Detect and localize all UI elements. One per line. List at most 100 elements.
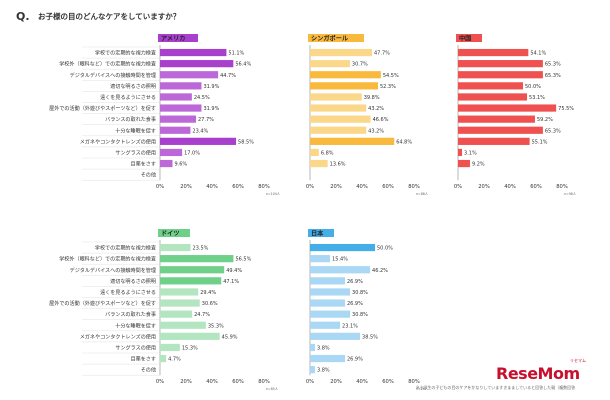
category-label: 目薬をさす [131, 356, 156, 363]
data-label: 65.3% [545, 73, 561, 79]
bar [458, 104, 557, 112]
x-tick-label: 80% [258, 184, 270, 190]
category-label: 目薬をさす [131, 161, 156, 168]
chart-title: シンガポール [311, 34, 349, 42]
data-label: 43.2% [368, 128, 384, 134]
data-label: 31.9% [203, 84, 219, 90]
data-label: 64.8% [396, 139, 412, 145]
bar [310, 126, 367, 134]
x-tick-label: 0% [156, 379, 164, 385]
data-label: 43.2% [368, 106, 384, 112]
bar [160, 266, 225, 274]
question: Q. お子様の目のどんなケアをしていますか？ [16, 10, 596, 26]
bar [458, 137, 530, 145]
data-label: 23.4% [192, 128, 208, 134]
x-tick-label: 40% [504, 184, 516, 190]
data-label: 27.7% [198, 117, 214, 123]
question-text: お子様の目のどんなケアをしていますか？ [38, 12, 181, 21]
category-label: 適切な明るさの照明 [110, 83, 156, 90]
bar [160, 277, 222, 285]
data-label: 13.6% [330, 162, 346, 168]
chart-title: 日本 [311, 229, 324, 237]
category-label: 学校外（眼科など）での定期的な視力検査 [59, 256, 156, 263]
data-label: 58.5% [238, 139, 254, 145]
data-label: 45.9% [222, 334, 238, 340]
data-label: 30.6% [202, 301, 218, 307]
data-label: 50.0% [525, 84, 541, 90]
bar [160, 255, 234, 263]
bar [310, 93, 362, 101]
data-label: 24.7% [194, 312, 210, 318]
x-tick-label: 0% [454, 184, 462, 190]
x-tick-label: 60% [382, 379, 394, 385]
sample-size-label: n=26人 [416, 387, 429, 391]
data-label: 44.7% [220, 73, 236, 79]
bar [310, 104, 367, 112]
category-label: バランスの取れた食事 [105, 116, 156, 123]
chart-title: ドイツ [161, 230, 180, 237]
category-label: メガネやコンタクトレンズの使用 [80, 333, 156, 340]
category-label: バランスの取れた食事 [105, 311, 156, 318]
data-label: 38.5% [362, 334, 378, 340]
bar [160, 159, 173, 168]
sample-size-label: n=85人 [266, 387, 279, 391]
data-label: 75.5% [558, 106, 574, 112]
bar [160, 93, 192, 101]
sample-size-label: n=98人 [564, 192, 577, 196]
data-label: 26.9% [347, 301, 363, 307]
category-label: 適切な明るさの照明 [110, 278, 156, 285]
chart-title-tab [308, 229, 334, 237]
x-tick-label: 80% [408, 379, 420, 385]
bar [160, 104, 202, 112]
data-label: 3.8% [317, 345, 330, 351]
data-label: 35.3% [208, 323, 224, 329]
bar [458, 148, 463, 157]
data-label: 9.2% [472, 162, 485, 168]
data-label: 4.7% [168, 357, 181, 363]
bar [160, 115, 197, 123]
category-label: 遠くを見るようにさせる [100, 94, 156, 101]
bar [458, 115, 535, 123]
data-label: 23.5% [193, 246, 209, 252]
x-tick-label: 0% [156, 184, 164, 190]
category-label: 学校での定期的な視力検査 [95, 245, 156, 252]
data-label: 23.1% [342, 323, 358, 329]
bar [458, 82, 523, 90]
x-tick-label: 20% [180, 379, 192, 385]
resemom-logo-ruby: リセマム [570, 358, 586, 363]
bar [160, 126, 191, 134]
bar [310, 60, 350, 68]
data-label: 54.5% [383, 73, 399, 79]
chart-title-tab [308, 34, 364, 42]
bar [310, 299, 345, 307]
data-label: 6.8% [321, 150, 334, 156]
bar [160, 310, 193, 318]
data-label: 47.7% [374, 51, 390, 57]
data-label: 24.5% [194, 95, 210, 101]
category-label: デジタルデバイスへの接触時間を管理 [70, 267, 156, 274]
x-tick-label: 80% [258, 379, 270, 385]
data-label: 59.2% [537, 117, 553, 123]
category-label: その他 [141, 367, 156, 374]
bar [160, 288, 199, 296]
category-label: 十分な睡眠を促す [115, 322, 156, 329]
sample-size-label: n=104人 [266, 192, 281, 196]
x-tick-label: 20% [330, 379, 342, 385]
x-tick-label: 80% [408, 184, 420, 190]
x-tick-label: 60% [232, 184, 244, 190]
data-label: 56.4% [235, 62, 251, 68]
data-label: 65.3% [545, 128, 561, 134]
data-label: 26.9% [347, 279, 363, 285]
bar [160, 332, 220, 340]
bar [160, 354, 167, 363]
category-label: サングラスの使用 [115, 344, 156, 351]
bar [160, 137, 237, 145]
bar [310, 148, 319, 157]
data-label: 52.3% [380, 84, 396, 90]
bar [310, 310, 351, 318]
resemom-logo: ReseMom [496, 364, 580, 383]
bar [310, 343, 315, 352]
x-tick-label: 20% [180, 184, 192, 190]
bar [458, 93, 528, 101]
